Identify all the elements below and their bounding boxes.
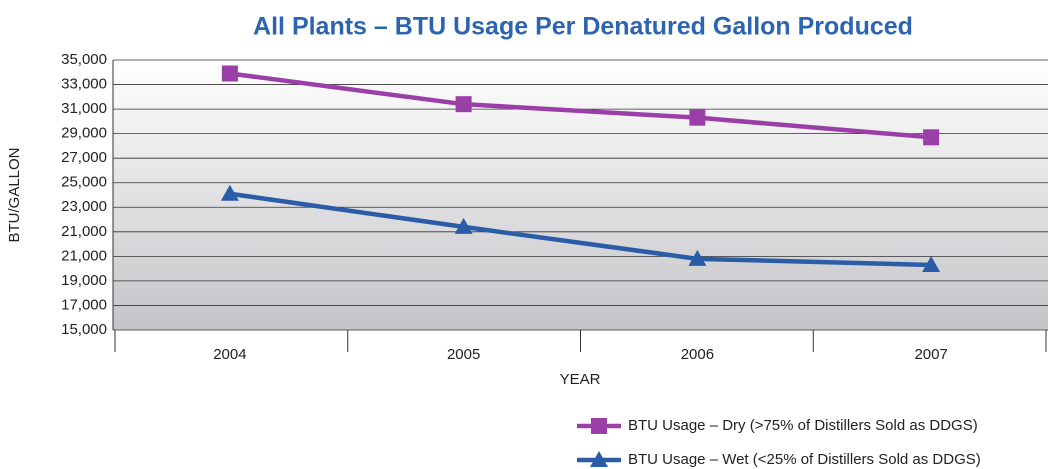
legend-marker [590,451,608,467]
legend-label: BTU Usage – Dry (>75% of Distillers Sold… [628,417,978,434]
data-point [922,255,941,272]
x-tick-label: 2006 [681,346,714,363]
y-tick-label: 19,000 [61,272,107,289]
data-point [220,184,239,201]
legend-marker [591,418,607,434]
y-tick-label: 29,000 [61,125,107,142]
data-point [455,96,472,113]
y-tick-label: 25,000 [61,174,107,191]
y-axis-label: BTU/GALLON [6,147,23,242]
plot-area [113,60,1048,330]
data-point [689,109,706,126]
series-line [229,191,932,268]
y-tick-label: 31,000 [61,100,107,117]
y-tick-label: 35,000 [61,51,107,68]
legend-label: BTU Usage – Wet (<25% of Distillers Sold… [628,451,981,468]
data-point [923,129,940,146]
data-point [454,217,473,234]
y-tick-label: 21,000 [61,247,107,264]
chart-title: All Plants – BTU Usage Per Denatured Gal… [253,13,913,41]
x-tick-label: 2005 [447,346,480,363]
series-line [229,71,932,140]
y-tick-label: 21,000 [61,223,107,240]
x-tick-label: 2007 [914,346,947,363]
y-tick-label: 27,000 [61,149,107,166]
y-tick-label: 15,000 [61,321,107,338]
x-axis-label: YEAR [560,371,601,388]
y-tick-label: 23,000 [61,198,107,215]
x-tick-label: 2004 [213,346,246,363]
y-tick-label: 17,000 [61,296,107,313]
data-point [688,249,707,266]
y-tick-label: 33,000 [61,76,107,93]
data-point [221,65,238,82]
